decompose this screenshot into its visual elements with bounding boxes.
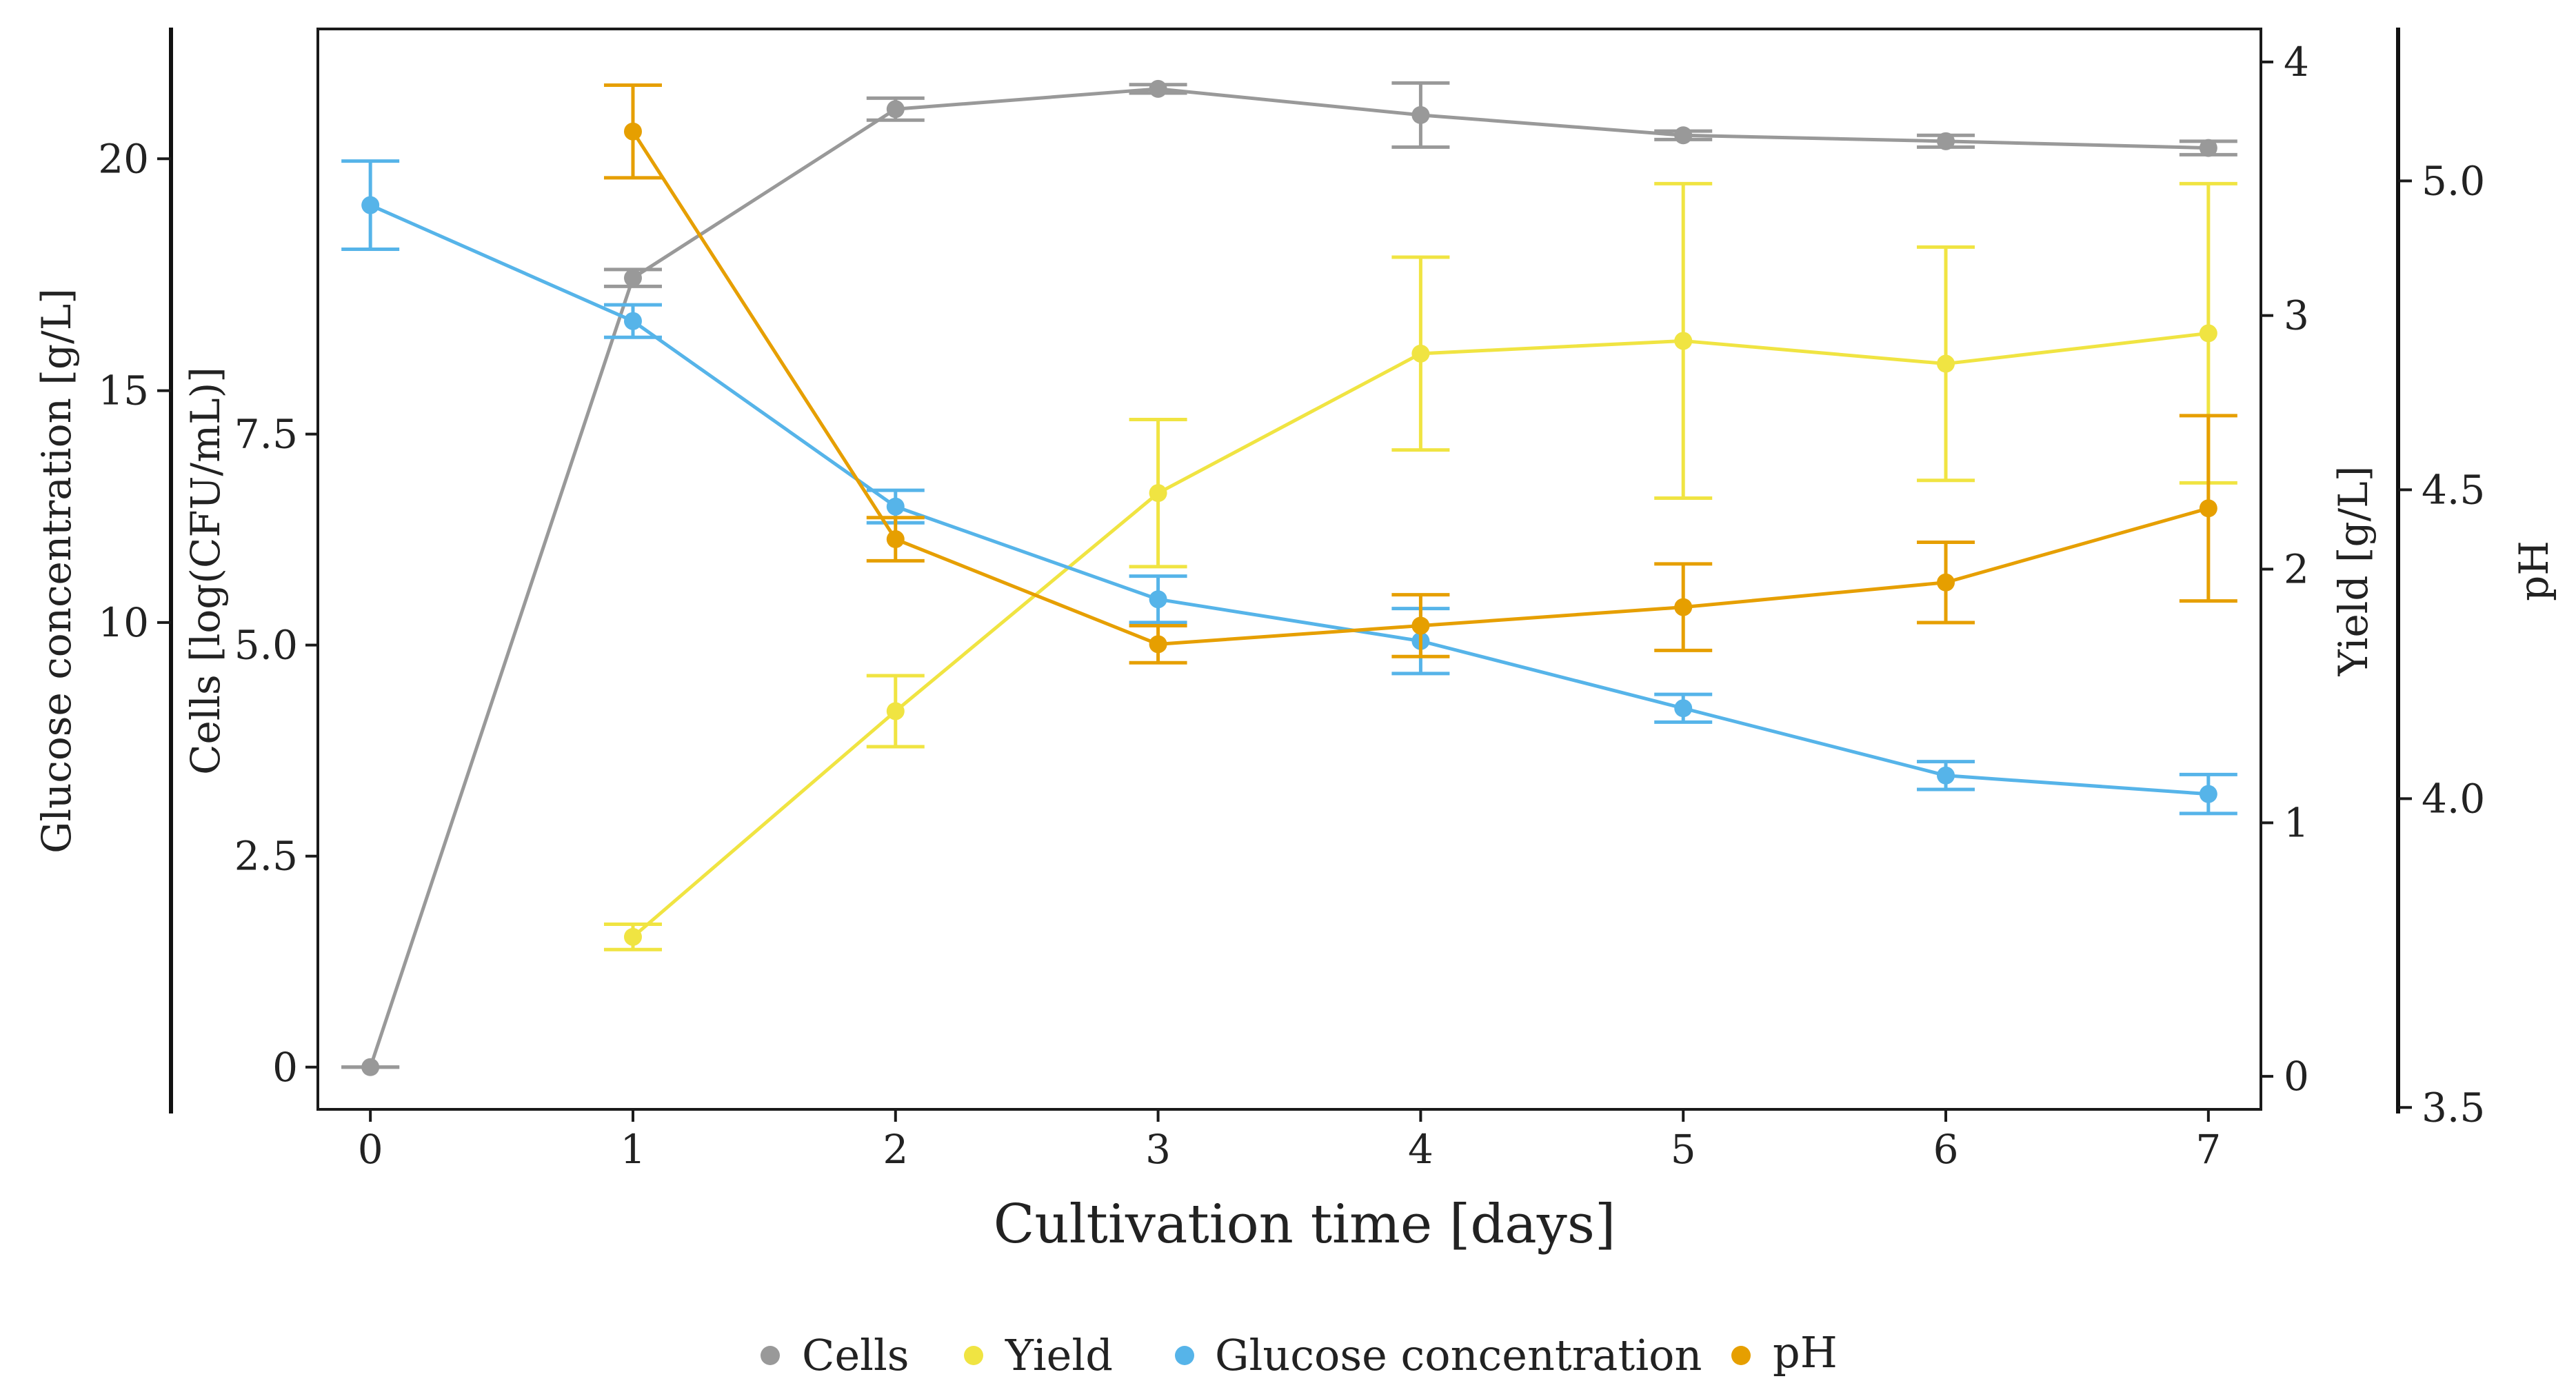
glucose-tick-label: 10	[98, 599, 149, 646]
data-point-cells	[2199, 139, 2217, 157]
series-cells	[341, 79, 2237, 1076]
ph-tick-label: 4.5	[2422, 466, 2485, 513]
plot-panel	[316, 28, 2262, 1111]
x-tick-label: 3	[1145, 1126, 1171, 1173]
legend-marker-cells	[761, 1346, 780, 1365]
x-tick-label: 1	[621, 1126, 646, 1173]
cells-tick-label: 7.5	[234, 411, 298, 458]
yield-tick-label: 1	[2284, 799, 2309, 846]
series-ph	[603, 83, 2237, 665]
cells-axis-title: Cells [log(CFU/mL)]	[182, 367, 229, 775]
legend-marker-ph	[1731, 1346, 1751, 1365]
data-point-cells	[1411, 105, 1430, 124]
yield-axis-ticks: 0 1 2 3 4	[2261, 39, 2309, 1100]
data-point-glucose-concentration	[1674, 699, 1693, 718]
x-tick-label: 0	[358, 1126, 383, 1173]
data-point-glucose-concentration	[2199, 785, 2217, 803]
data-point-cells	[623, 269, 642, 288]
glucose-tick-label: 20	[98, 135, 149, 182]
legend: Cells Yield Glucose concentration pH	[761, 1327, 1838, 1380]
series-line-glucose-concentration	[370, 203, 2209, 796]
data-point-glucose-concentration	[886, 497, 905, 516]
legend-label-yield: Yield	[1005, 1330, 1113, 1380]
data-point-ph	[1937, 573, 1955, 592]
ph-tick-label: 5.0	[2422, 157, 2485, 204]
legend-marker-yield	[964, 1346, 983, 1365]
data-point-yield	[1149, 484, 1167, 503]
legend-label-ph: pH	[1773, 1327, 1838, 1378]
data-point-yield	[1937, 354, 1955, 373]
yield-tick-label: 4	[2284, 39, 2309, 85]
ph-axis-ticks: 3.5 4.0 4.5 5.0	[2398, 157, 2485, 1131]
yield-tick-label: 3	[2284, 292, 2309, 339]
legend-label-glucose: Glucose concentration	[1215, 1330, 1702, 1380]
data-point-ph	[1149, 635, 1167, 654]
cells-tick-label: 0	[272, 1044, 298, 1091]
x-tick-label: 6	[1933, 1126, 1959, 1173]
data-point-yield	[1411, 344, 1430, 363]
data-point-glucose-concentration	[1937, 766, 1955, 785]
data-point-cells	[1937, 132, 1955, 150]
series-line-cells	[368, 87, 2208, 1068]
yield-tick-label: 2	[2284, 546, 2309, 593]
data-point-cells	[361, 1058, 380, 1076]
data-point-cells	[886, 100, 905, 119]
yield-tick-label: 0	[2284, 1053, 2309, 1100]
x-tick-label: 4	[1408, 1126, 1433, 1173]
ph-axis-title: pH	[2510, 541, 2557, 601]
glucose-tick-label: 15	[98, 367, 149, 414]
legend-marker-glucose	[1175, 1346, 1194, 1365]
legend-label-cells: Cells	[802, 1330, 909, 1380]
data-point-ph	[2199, 499, 2217, 518]
cells-tick-label: 2.5	[234, 833, 298, 880]
ph-tick-label: 3.5	[2422, 1084, 2485, 1131]
data-point-yield	[886, 702, 905, 720]
yield-axis-title: Yield [g/L]	[2330, 466, 2377, 677]
data-point-yield	[2199, 324, 2217, 343]
data-point-cells	[1674, 126, 1693, 145]
x-tick-label: 5	[1671, 1126, 1696, 1173]
x-tick-label: 2	[883, 1126, 908, 1173]
data-point-ph	[1411, 616, 1430, 635]
x-tick-label: 7	[2195, 1126, 2221, 1173]
cells-axis-ticks: 0 2.5 5.0 7.5	[234, 411, 318, 1091]
glucose-axis-ticks: 10 15 20	[98, 135, 171, 646]
data-point-cells	[1149, 79, 1167, 98]
x-axis-ticks: 0 1 2 3 4 5 6 7	[358, 1109, 2221, 1173]
data-point-ph	[623, 122, 642, 141]
data-point-glucose-concentration	[361, 196, 380, 214]
series-glucose-concentration	[341, 159, 2237, 816]
data-point-yield	[1674, 332, 1693, 350]
data-point-glucose-concentration	[623, 312, 642, 330]
series-layer	[341, 79, 2237, 1076]
cells-tick-label: 5.0	[234, 622, 298, 669]
data-point-ph	[1674, 598, 1693, 616]
data-point-glucose-concentration	[1149, 590, 1167, 609]
data-point-ph	[886, 530, 905, 549]
x-axis-title: Cultivation time [days]	[994, 1193, 1616, 1256]
glucose-axis-title: Glucose concentration [g/L]	[33, 288, 80, 854]
data-point-yield	[623, 927, 642, 946]
ph-tick-label: 4.0	[2422, 775, 2485, 822]
